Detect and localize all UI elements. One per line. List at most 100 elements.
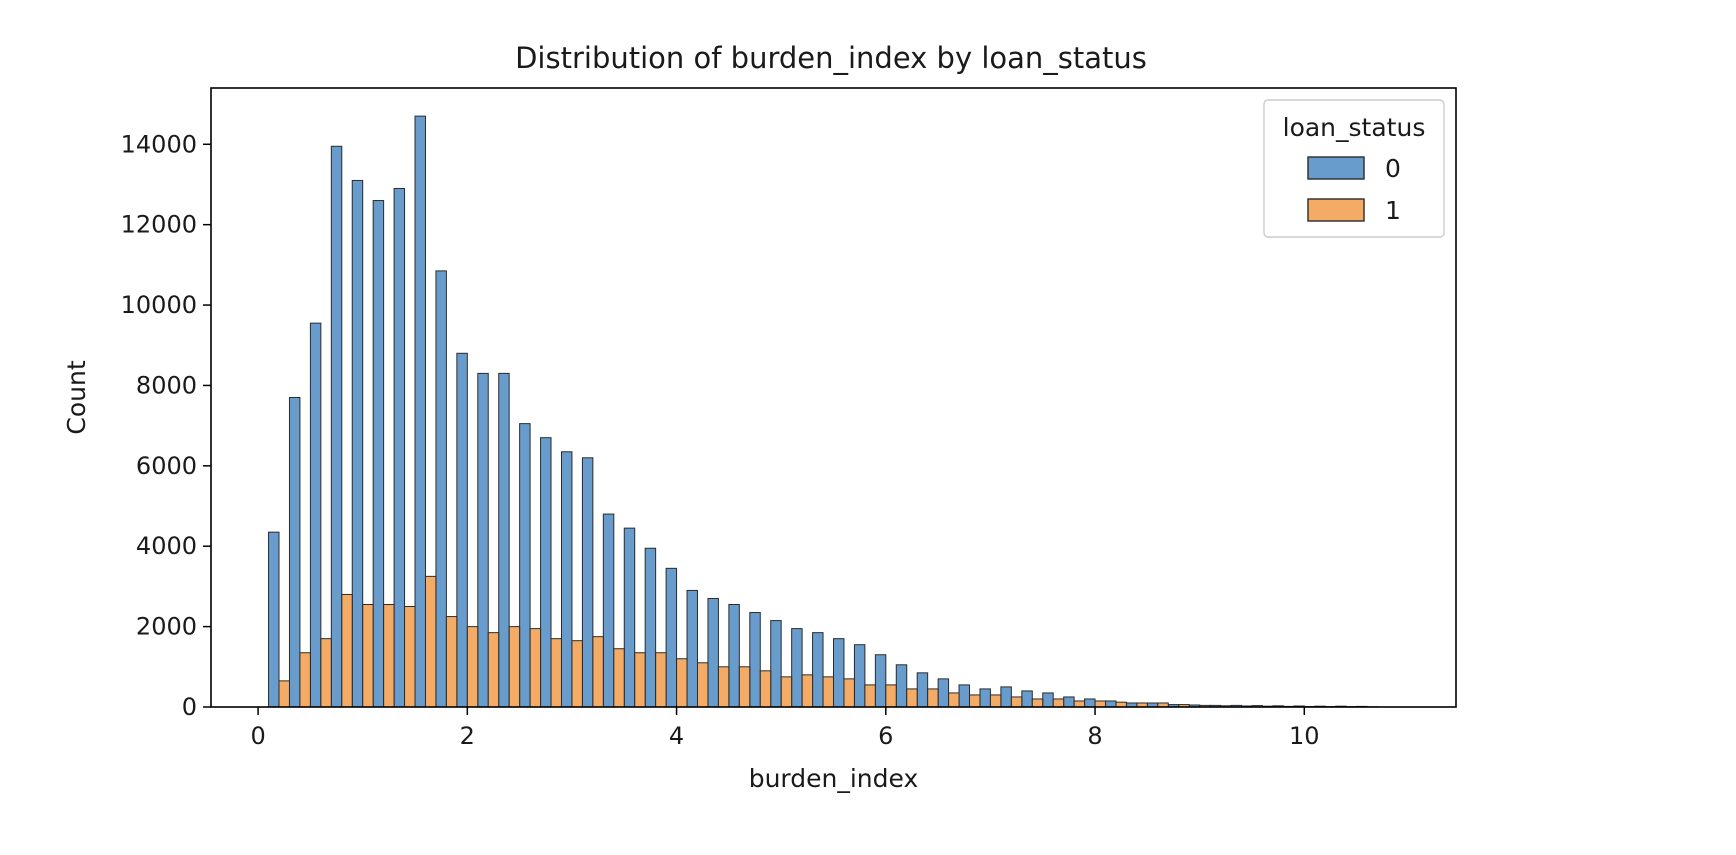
bar-series-1-28 xyxy=(865,685,875,707)
bar-series-1-16 xyxy=(614,649,624,707)
bar-series-0-10 xyxy=(478,373,488,707)
bar-series-0-38 xyxy=(1064,697,1074,707)
bar-series-1-26 xyxy=(823,677,833,707)
bar-series-0-22 xyxy=(729,605,739,707)
bar-series-1-13 xyxy=(551,639,561,707)
x-tick-label-3: 6 xyxy=(878,722,893,750)
y-axis-label: Count xyxy=(62,360,91,434)
bar-series-1-17 xyxy=(635,653,645,707)
legend-swatch-0 xyxy=(1308,157,1364,179)
bar-series-0-24 xyxy=(771,621,781,707)
bar-series-1-25 xyxy=(802,675,812,707)
bar-series-1-15 xyxy=(593,637,603,707)
bar-series-0-40 xyxy=(1106,701,1116,707)
bar-series-0-19 xyxy=(666,568,676,707)
bar-series-1-14 xyxy=(572,641,582,707)
bar-series-1-29 xyxy=(886,685,896,707)
y-tick-label-5: 10000 xyxy=(121,291,197,319)
bar-series-0-8 xyxy=(436,271,446,707)
bar-series-0-36 xyxy=(1022,691,1032,707)
legend: loan_status 01 xyxy=(1264,100,1444,237)
bar-series-0-32 xyxy=(938,679,948,707)
y-tick-label-2: 4000 xyxy=(136,532,197,560)
chart-title: Distribution of burden_index by loan_sta… xyxy=(515,41,1147,75)
x-tick-label-1: 2 xyxy=(460,722,475,750)
bar-series-0-7 xyxy=(415,116,425,707)
bar-series-1-1 xyxy=(300,653,310,707)
bar-series-1-33 xyxy=(970,695,980,707)
bar-series-1-22 xyxy=(739,667,749,707)
y-tick-label-3: 6000 xyxy=(136,452,197,480)
bar-series-0-26 xyxy=(813,633,823,707)
bar-series-1-10 xyxy=(488,633,498,707)
bar-series-0-27 xyxy=(834,639,844,707)
bar-series-1-39 xyxy=(1095,701,1105,707)
x-axis-label: burden_index xyxy=(749,764,919,793)
bar-series-0-18 xyxy=(645,548,655,707)
bar-series-0-30 xyxy=(896,665,906,707)
bar-series-0-14 xyxy=(561,452,571,707)
bar-series-1-35 xyxy=(1011,697,1021,707)
bar-series-0-25 xyxy=(792,629,802,707)
bar-series-1-38 xyxy=(1074,701,1084,707)
y-tick-label-6: 12000 xyxy=(121,211,197,239)
bar-series-0-16 xyxy=(603,514,613,707)
bar-series-0-31 xyxy=(917,673,927,707)
y-tick-label-0: 0 xyxy=(182,693,197,721)
bar-series-0-0 xyxy=(269,532,279,707)
bar-series-1-7 xyxy=(425,576,435,707)
x-tick-label-2: 4 xyxy=(669,722,684,750)
bar-series-1-19 xyxy=(677,659,687,707)
bar-series-1-2 xyxy=(321,639,331,707)
bar-series-0-35 xyxy=(1001,687,1011,707)
legend-swatch-1 xyxy=(1308,199,1364,221)
bar-series-1-6 xyxy=(405,607,415,707)
bar-series-1-8 xyxy=(446,617,456,707)
bar-series-0-11 xyxy=(499,373,509,707)
bar-series-1-37 xyxy=(1053,699,1063,707)
bar-series-0-37 xyxy=(1043,693,1053,707)
bar-series-1-4 xyxy=(363,605,373,707)
bar-series-1-32 xyxy=(949,693,959,707)
bar-series-1-3 xyxy=(342,594,352,707)
bar-series-1-20 xyxy=(697,663,707,707)
bar-series-0-3 xyxy=(331,146,341,707)
bar-series-0-1 xyxy=(289,398,299,708)
x-tick-label-4: 8 xyxy=(1087,722,1102,750)
bar-series-1-0 xyxy=(279,681,289,707)
legend-label-1: 1 xyxy=(1385,196,1401,225)
bar-series-0-20 xyxy=(687,590,697,707)
bar-series-0-34 xyxy=(980,689,990,707)
bar-series-0-39 xyxy=(1085,699,1095,707)
y-tick-label-7: 14000 xyxy=(121,130,197,158)
bar-series-0-17 xyxy=(624,528,634,707)
bar-series-1-9 xyxy=(467,627,477,707)
bar-series-1-18 xyxy=(656,653,666,707)
bars-layer xyxy=(269,116,1378,707)
bar-series-0-12 xyxy=(520,424,530,707)
bar-series-0-5 xyxy=(373,201,383,707)
bar-series-0-21 xyxy=(708,598,718,707)
bar-series-1-31 xyxy=(928,689,938,707)
bar-series-1-36 xyxy=(1032,699,1042,707)
bar-series-1-12 xyxy=(530,629,540,707)
bar-series-0-33 xyxy=(959,685,969,707)
bar-series-0-4 xyxy=(352,180,362,707)
legend-label-0: 0 xyxy=(1385,154,1401,183)
bar-series-1-30 xyxy=(907,689,917,707)
bar-series-1-21 xyxy=(718,667,728,707)
x-tick-label-0: 0 xyxy=(250,722,265,750)
bar-series-1-23 xyxy=(760,671,770,707)
y-tick-label-4: 8000 xyxy=(136,371,197,399)
bar-series-0-6 xyxy=(394,188,404,707)
bar-series-0-29 xyxy=(875,655,885,707)
bar-series-0-13 xyxy=(541,438,551,707)
bar-series-1-34 xyxy=(990,695,1000,707)
bar-series-1-24 xyxy=(781,677,791,707)
bar-series-0-23 xyxy=(750,613,760,707)
bar-series-0-15 xyxy=(582,458,592,707)
bar-series-0-9 xyxy=(457,353,467,707)
